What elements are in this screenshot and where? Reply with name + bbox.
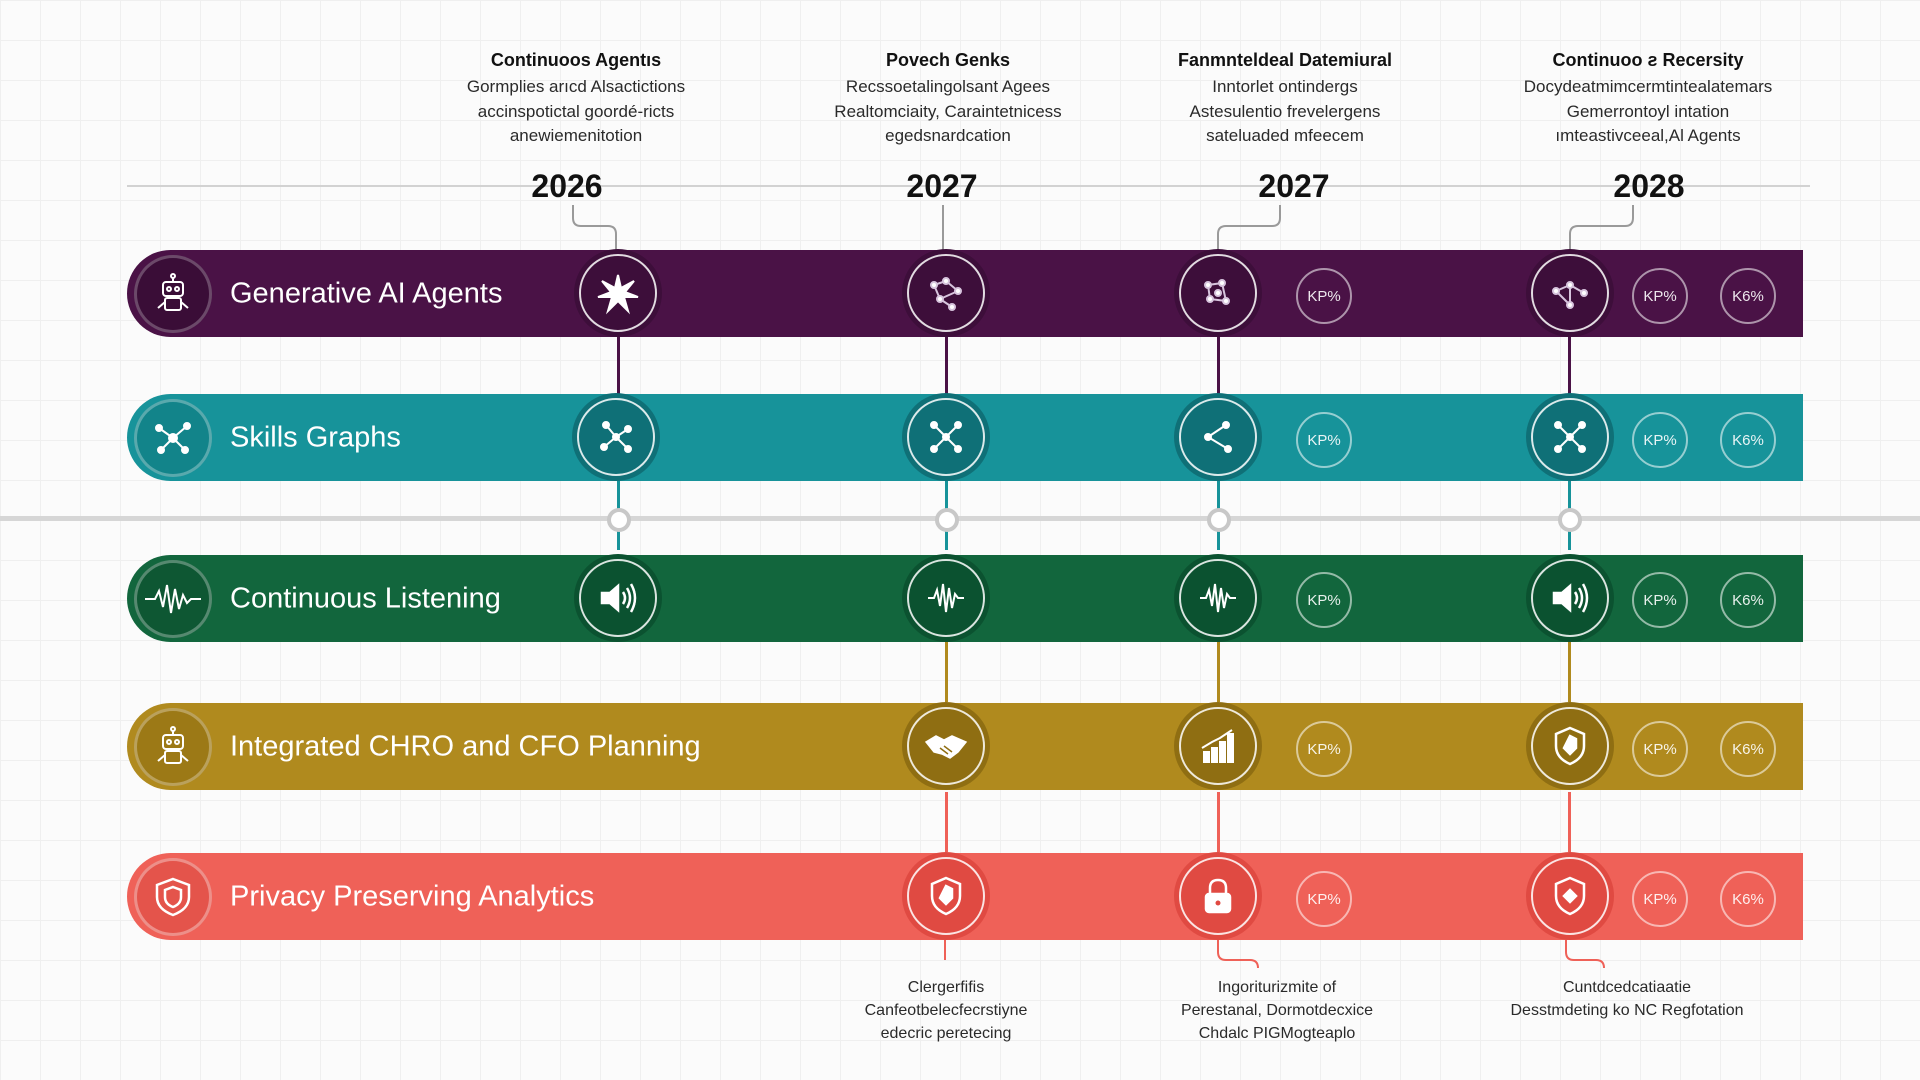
graph-icon[interactable]	[1526, 393, 1614, 481]
waveform-icon	[134, 559, 212, 638]
band-label: Continuous Listening	[230, 582, 501, 614]
note-text: edecric peretecing	[880, 1025, 1012, 1042]
kpi-badge: KP%	[1632, 871, 1688, 927]
column-text: Gemerrontoyl intation	[1566, 101, 1730, 121]
network-icon[interactable]	[902, 249, 990, 337]
kpi-badge: KP%	[1296, 721, 1352, 777]
year-label: 2026	[531, 168, 603, 204]
graph-icon[interactable]	[1174, 393, 1262, 481]
connector-line	[1568, 336, 1571, 396]
waveform-icon[interactable]	[902, 554, 990, 642]
note-text: Canfeotbelecfecrstiyne	[864, 1002, 1028, 1019]
bottom-note-3: Cuntdcedcatiaatie Desstmdeting ko NC Reg…	[1477, 976, 1777, 1022]
column-text: anewiemenitotion	[509, 126, 643, 145]
column-header-2: Povech Genks Recssoetalingolsant Agees R…	[788, 50, 1108, 149]
column-text: Gormplies arıcd Alsactictions	[466, 77, 686, 96]
column-title: Povech Genks	[885, 50, 1011, 70]
kpi-badge: KP%	[1296, 572, 1352, 628]
graph-icon[interactable]	[572, 393, 660, 481]
shield-icon[interactable]	[902, 852, 990, 940]
note-text: Chdalc PIGMogteaplo	[1198, 1025, 1356, 1042]
column-text: Astesulentio frevelergens	[1189, 101, 1381, 121]
kpi-badge: K6%	[1720, 412, 1776, 468]
kpi-badge: KP%	[1296, 412, 1352, 468]
lock-icon[interactable]	[1174, 852, 1262, 940]
column-text: ımteastivceeal,Al Agents	[1555, 126, 1741, 145]
kpi-badge: KP%	[1296, 268, 1352, 324]
handshake-icon[interactable]	[902, 702, 990, 790]
column-title: Continuoos Agentıs	[490, 50, 662, 70]
kpi-badge: K6%	[1720, 871, 1776, 927]
bottom-note-1: Clergerfifis Canfeotbelecfecrstiyne edec…	[796, 976, 1096, 1045]
connector-line	[1568, 792, 1571, 852]
connector-line	[945, 642, 948, 702]
column-title: Fanmnteldeal Datemiural	[1177, 50, 1393, 70]
column-text: accinspotictal goordé-ricts	[477, 101, 675, 121]
year-label: 2027	[906, 168, 978, 204]
column-header-3: Fanmnteldeal Datemiural Inntorlet ontind…	[1125, 50, 1445, 149]
robot-icon	[134, 707, 212, 786]
connector-line	[1568, 642, 1571, 702]
year-label: 2027	[1258, 168, 1330, 204]
column-text: Docydeatmimcermtintealatemars	[1523, 77, 1773, 96]
speaker-icon[interactable]	[574, 554, 662, 642]
connector-line	[1217, 642, 1220, 702]
year-label: 2028	[1613, 168, 1685, 204]
network-icon[interactable]	[1526, 249, 1614, 337]
bar-chart-icon[interactable]	[1174, 702, 1262, 790]
column-header-1: Continuoos Agentıs Gormplies arıcd Alsac…	[416, 50, 736, 149]
connector-line	[617, 336, 620, 396]
column-text: Realtomciaity, Caraintetnicess	[834, 101, 1062, 121]
band-label: Privacy Preserving Analytics	[230, 880, 595, 912]
timeline-dot	[1207, 508, 1231, 532]
band-label: Skills Graphs	[230, 421, 401, 453]
robot-icon	[134, 254, 212, 333]
note-text: Clergerfifis	[907, 979, 985, 996]
connector-line	[1217, 792, 1220, 852]
timeline-dot	[935, 508, 959, 532]
note-text: Desstmdeting ko NC Regfotation	[1510, 1002, 1744, 1019]
note-text: Cuntdcedcatiaatie	[1562, 979, 1692, 996]
kpi-badge: KP%	[1296, 871, 1352, 927]
waveform-icon[interactable]	[1174, 554, 1262, 642]
band-label: Integrated CHRO and CFO Planning	[230, 730, 701, 762]
speaker-icon[interactable]	[1526, 554, 1614, 642]
connector-line	[1217, 336, 1220, 396]
column-text: egedsnardcation	[885, 126, 1011, 145]
timeline-dot	[607, 508, 631, 532]
shield-icon[interactable]	[1526, 852, 1614, 940]
column-text: sateluaded mfeecem	[1206, 126, 1364, 145]
note-text: Ingoriturizmite of	[1217, 979, 1337, 996]
note-text: Perestanal, Dormotdecxice	[1180, 1002, 1374, 1019]
timeline-axis	[0, 516, 1920, 521]
column-header-4: Continuoo ƨ Recersity Docydeatmimcermtin…	[1488, 50, 1808, 149]
kpi-badge: KP%	[1632, 268, 1688, 324]
column-title: Continuoo ƨ Recersity	[1552, 50, 1744, 70]
network-icon[interactable]	[1174, 249, 1262, 337]
band-label: Generative AI Agents	[230, 277, 503, 309]
kpi-badge: KP%	[1632, 721, 1688, 777]
kpi-badge: K6%	[1720, 721, 1776, 777]
bottom-note-2: Ingoriturizmite of Perestanal, Dormotdec…	[1127, 976, 1427, 1045]
connector-line	[945, 792, 948, 852]
kpi-badge: K6%	[1720, 572, 1776, 628]
column-text: Recssoetalingolsant Agees	[845, 77, 1051, 96]
column-text: Inntorlet ontindergs	[1212, 77, 1358, 96]
graph-icon	[134, 398, 212, 477]
starburst-icon[interactable]	[574, 249, 662, 337]
timeline-dot	[1558, 508, 1582, 532]
shield-icon[interactable]	[1526, 702, 1614, 790]
graph-icon[interactable]	[902, 393, 990, 481]
connector-line	[945, 336, 948, 396]
kpi-badge: KP%	[1632, 572, 1688, 628]
shield-icon	[134, 857, 212, 936]
kpi-badge: K6%	[1720, 268, 1776, 324]
top-rule	[127, 185, 1810, 187]
kpi-badge: KP%	[1632, 412, 1688, 468]
